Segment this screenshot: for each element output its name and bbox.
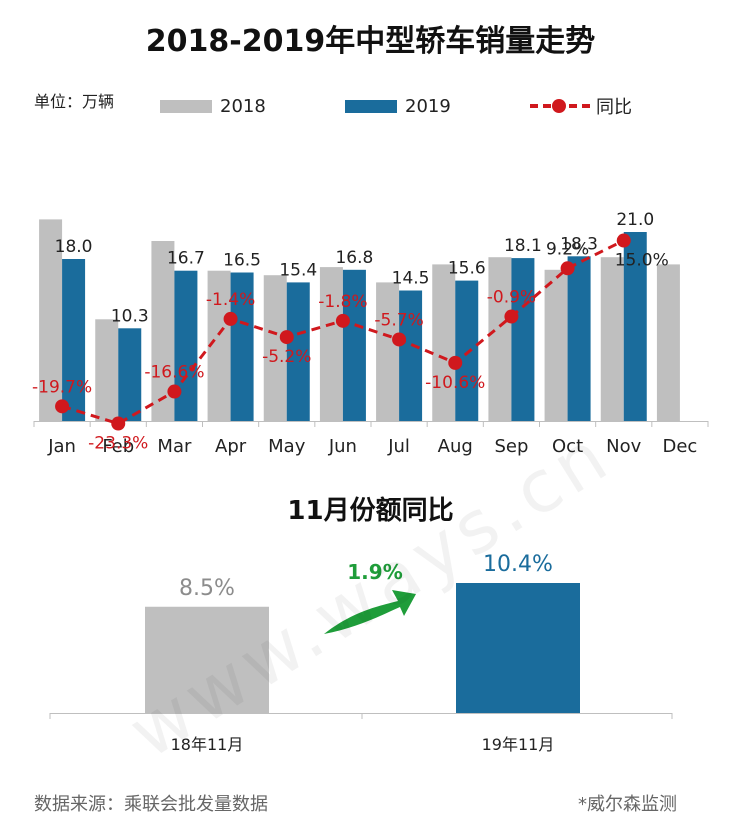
legend-yoy-swatch bbox=[530, 96, 590, 116]
bar-2019 bbox=[455, 280, 479, 421]
bar-2019-label: 16.5 bbox=[223, 251, 261, 271]
yoy-label: -23.3% bbox=[88, 434, 148, 454]
yoy-label: -16.6% bbox=[144, 363, 204, 383]
bar-2019 bbox=[286, 282, 310, 421]
yoy-marker bbox=[448, 355, 463, 370]
x-tick-label: Aug bbox=[438, 436, 473, 457]
x-tick-label: Jun bbox=[328, 436, 357, 457]
bar-2019-label: 18.3 bbox=[560, 234, 598, 254]
bar-2019 bbox=[118, 328, 142, 421]
yoy-label: -0.9% bbox=[487, 288, 536, 308]
bar-2018 bbox=[95, 319, 119, 421]
yoy-marker bbox=[504, 309, 519, 324]
yoy-marker bbox=[167, 384, 182, 399]
yoy-label: -19.7% bbox=[32, 377, 92, 397]
monitor-note: *威尔森监测 bbox=[578, 794, 677, 815]
bar-2018 bbox=[39, 219, 63, 421]
x-tick-label: Oct bbox=[552, 436, 583, 457]
bar-2019-label: 18.1 bbox=[504, 236, 542, 256]
yoy-label: -10.6% bbox=[425, 373, 485, 393]
yoy-label: 9.2% bbox=[546, 239, 589, 259]
sales-trend-chart: 18.0 Jan 10.3 Feb 16.7 Mar 16.5 Apr 15.4 May 16.8 J… bbox=[32, 210, 709, 457]
bar-2018 bbox=[151, 241, 175, 421]
legend-2019: 2019 bbox=[345, 95, 451, 117]
bar-2019 bbox=[62, 259, 86, 421]
x-tick-label: Apr bbox=[215, 436, 247, 457]
x-tick-label: Feb bbox=[102, 436, 134, 457]
bar-2019 bbox=[567, 256, 591, 421]
bar-2018 bbox=[488, 257, 512, 421]
share-x-label: 18年11月 bbox=[171, 735, 244, 754]
legend-yoy: 同比 bbox=[530, 96, 632, 118]
yoy-marker bbox=[279, 330, 294, 345]
x-tick-label: Sep bbox=[494, 436, 528, 457]
share-bar-label: 10.4% bbox=[483, 552, 553, 577]
yoy-marker bbox=[55, 399, 70, 414]
yoy-label: -1.8% bbox=[318, 292, 367, 312]
bar-2018 bbox=[600, 257, 624, 421]
bar-2019-label: 15.4 bbox=[279, 260, 317, 280]
yoy-marker bbox=[616, 233, 631, 248]
share-chart: 8.5% 18年11月 10.4% 19年11月 1.9% bbox=[49, 552, 673, 754]
bar-2018 bbox=[656, 264, 680, 421]
legend-2019-swatch bbox=[345, 99, 397, 113]
x-tick-label: May bbox=[268, 436, 306, 457]
bar-2019-label: 16.8 bbox=[335, 248, 373, 268]
x-tick-label: Dec bbox=[662, 436, 697, 457]
bar-2019-label: 16.7 bbox=[167, 249, 205, 269]
bar-2019-label: 14.5 bbox=[392, 269, 430, 289]
share-bar-label: 8.5% bbox=[179, 576, 235, 601]
bar-2019 bbox=[399, 290, 423, 421]
yoy-label: -5.2% bbox=[262, 347, 311, 367]
bar-2018 bbox=[432, 264, 456, 421]
bar-2019 bbox=[511, 258, 535, 421]
x-tick-label: Mar bbox=[157, 436, 192, 457]
bar-2019 bbox=[342, 269, 366, 421]
x-tick-label: Nov bbox=[606, 436, 641, 457]
yoy-marker bbox=[335, 313, 350, 328]
yoy-marker bbox=[223, 311, 238, 326]
bar-2018 bbox=[544, 269, 568, 421]
yoy-label: -5.7% bbox=[374, 310, 423, 330]
x-tick-label: Jul bbox=[387, 436, 410, 457]
source-note: 数据来源：乘联会批发量数据 bbox=[34, 794, 268, 815]
share-change-label: 1.9% bbox=[347, 560, 402, 584]
bar-2018 bbox=[319, 267, 343, 421]
bar-2019-label: 15.6 bbox=[448, 259, 486, 279]
x-tick-label: Jan bbox=[47, 436, 76, 457]
bar-2018 bbox=[263, 275, 287, 421]
unit-label: 单位：万辆 bbox=[34, 92, 115, 111]
legend-2019-label: 2019 bbox=[405, 95, 451, 117]
legend-2018-swatch bbox=[160, 99, 212, 113]
share-x-label: 19年11月 bbox=[482, 735, 555, 754]
legend-2018-label: 2018 bbox=[220, 95, 266, 117]
bar-2019-label: 10.3 bbox=[111, 306, 149, 326]
legend-yoy-label: 同比 bbox=[596, 97, 632, 118]
chart-title: 2018-2019年中型轿车销量走势 bbox=[145, 24, 596, 59]
bar-2019-label: 18.0 bbox=[55, 237, 93, 257]
yoy-marker bbox=[392, 332, 407, 347]
bar-2019-label: 21.0 bbox=[616, 210, 654, 230]
legend-2018: 2018 bbox=[160, 95, 266, 117]
yoy-marker bbox=[111, 416, 126, 431]
yoy-label: -1.4% bbox=[206, 290, 255, 310]
bar-2019 bbox=[174, 270, 198, 421]
yoy-label: 15.0% bbox=[615, 251, 669, 271]
share-bar bbox=[456, 583, 580, 713]
bar-2018 bbox=[376, 282, 400, 421]
bar-2019 bbox=[623, 232, 647, 421]
yoy-marker bbox=[560, 261, 575, 276]
bar-2019 bbox=[230, 272, 254, 421]
bar-2018 bbox=[207, 270, 231, 421]
share-chart-title: 11月份额同比 bbox=[287, 496, 454, 526]
growth-arrow-icon bbox=[324, 590, 416, 634]
share-bar bbox=[145, 606, 269, 713]
